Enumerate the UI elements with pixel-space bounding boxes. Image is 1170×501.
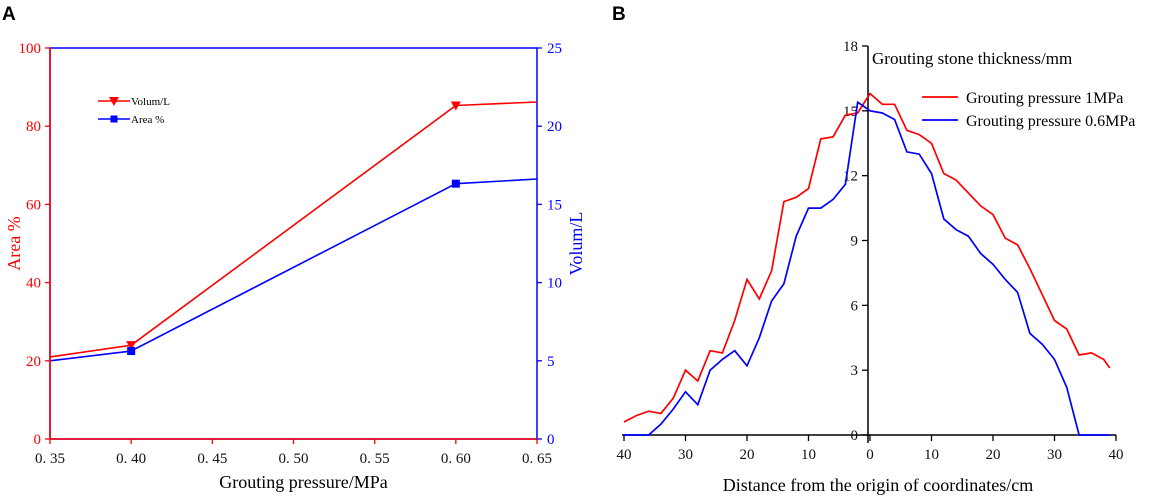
y-tick-label: 0 — [851, 428, 859, 444]
right-y-tick-label: 15 — [547, 197, 562, 213]
x-tick-label: 0. 40 — [116, 451, 146, 467]
x-tick-label: 40 — [1109, 447, 1124, 463]
x-tick-label: 10 — [801, 447, 816, 463]
legend-label: Grouting pressure 0.6MPa — [966, 113, 1135, 130]
panel-a-legend: Volum/L Area % — [98, 96, 170, 126]
right-y-tick-label: 20 — [547, 119, 562, 135]
data-point-square — [127, 347, 136, 356]
panel-a-x-axis-label: Grouting pressure/MPa — [219, 472, 387, 492]
panel-a-right-axis-label: Volum/L — [566, 212, 586, 276]
data-point-triangle — [450, 101, 461, 111]
y-tick-label: 3 — [851, 363, 859, 379]
x-tick-label: 0. 45 — [197, 451, 227, 467]
y-tick-label: 18 — [843, 39, 858, 55]
right-y-tick-label: 25 — [547, 41, 562, 57]
panel-b-x-ticks: 40 30 20 10 0 10 20 30 40 — [617, 435, 1124, 463]
panel-b-series — [623, 92, 1111, 436]
legend-swatch-square — [110, 115, 118, 123]
x-tick-label: 0 — [866, 447, 874, 463]
x-tick-label: 0. 55 — [360, 451, 390, 467]
y-tick-label: 9 — [851, 234, 859, 250]
x-tick-label: 0. 50 — [279, 451, 309, 467]
panel-b-letter: B — [612, 4, 626, 25]
legend-swatch-triangle — [109, 97, 119, 106]
panel-a-left-axis-label: Area % — [4, 216, 24, 270]
legend-label: Grouting pressure 1MPa — [966, 90, 1123, 107]
panel-b-x-axis-label: Distance from the origin of coordinates/… — [723, 475, 1033, 495]
x-tick-label: 0. 35 — [35, 451, 65, 467]
x-tick-label: 0. 65 — [522, 451, 552, 467]
series-line-voluml — [49, 101, 538, 358]
legend-label: Area % — [131, 114, 164, 126]
panel-a-plot-frame — [49, 47, 538, 440]
x-tick-label: 30 — [678, 447, 693, 463]
legend-label: Volum/L — [131, 96, 170, 108]
x-tick-label: 20 — [986, 447, 1001, 463]
series-line-0-6mpa — [624, 100, 1110, 436]
x-tick-label: 30 — [1047, 447, 1062, 463]
left-y-tick-label: 100 — [19, 41, 42, 57]
panel-a-right-y-ticks: 0 5 10 15 20 25 — [537, 41, 562, 448]
y-tick-label: 15 — [843, 104, 858, 120]
data-point-triangle — [126, 341, 137, 351]
x-tick-label: 0. 60 — [441, 451, 471, 467]
x-tick-label: 10 — [924, 447, 939, 463]
y-tick-label: 6 — [851, 298, 859, 314]
right-y-tick-label: 5 — [547, 354, 555, 370]
panel-b-title: Grouting stone thickness/mm — [872, 49, 1072, 68]
left-y-tick-label: 20 — [26, 354, 41, 370]
x-tick-label: 40 — [617, 447, 632, 463]
series-line-area — [49, 178, 538, 362]
left-y-tick-label: 60 — [26, 197, 41, 213]
x-tick-label: 20 — [740, 447, 755, 463]
left-y-tick-label: 40 — [26, 276, 41, 292]
panel-a-left-y-ticks: 0 20 40 60 80 100 — [19, 41, 50, 448]
left-y-tick-label: 80 — [26, 119, 41, 135]
panel-a-letter: A — [2, 4, 16, 25]
left-y-tick-label: 0 — [34, 432, 42, 448]
data-point-square — [451, 179, 460, 188]
panel-a-x-ticks: 0. 35 0. 40 0. 45 0. 50 0. 55 0. 60 0. 65 — [35, 439, 552, 467]
panel-a: A 0. 35 0. 40 0. 45 0. 50 0. 55 0. 60 0. 65 0 2… — [2, 4, 586, 492]
right-y-tick-label: 0 — [547, 432, 555, 448]
panel-b-axes — [622, 46, 1116, 443]
series-line-1mpa — [623, 92, 1111, 423]
panel-a-series — [49, 101, 538, 362]
right-y-tick-label: 10 — [547, 276, 562, 292]
panel-b-legend: Grouting pressure 1MPa Grouting pressure … — [922, 90, 1135, 130]
